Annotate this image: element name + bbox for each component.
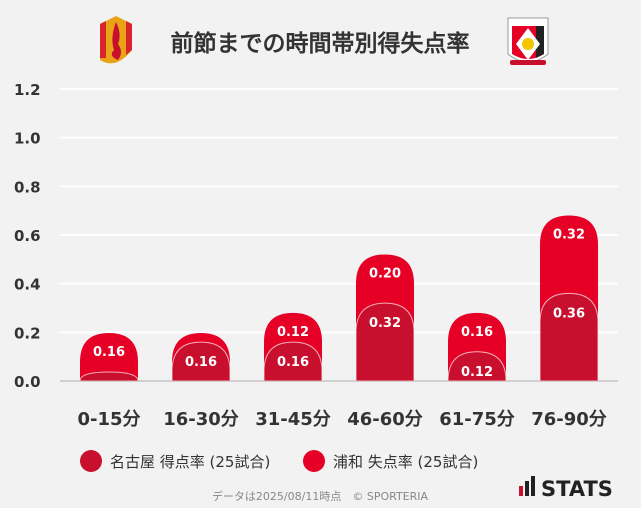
bar-nagoya-0-15分 xyxy=(80,371,138,381)
chart-title: 前節までの時間帯別得失点率 xyxy=(171,30,470,57)
y-tick-label: 0.2 xyxy=(14,324,41,342)
x-tick-label: 46-60分 xyxy=(347,409,423,430)
y-tick-label: 0.0 xyxy=(14,373,41,391)
bar-nagoya-46-60分 xyxy=(356,302,414,381)
stats-brand: STATS xyxy=(541,477,613,501)
bar-nagoya-16-30分 xyxy=(172,341,230,381)
bar-nagoya-61-75分 xyxy=(448,351,506,381)
x-tick-label: 76-90分 xyxy=(531,409,607,430)
y-tick-label: 1.2 xyxy=(14,81,41,99)
data-label-nagoya: 0.36 xyxy=(553,306,585,321)
stats-logo: STATS xyxy=(519,476,613,501)
data-label-nagoya: 0.32 xyxy=(369,316,401,331)
data-label-urawa: 0.32 xyxy=(553,228,585,243)
bar-nagoya-76-90分 xyxy=(540,292,598,381)
bar-nagoya-31-45分 xyxy=(264,341,322,381)
nagoya-logo xyxy=(100,16,132,64)
y-tick-label: 0.4 xyxy=(14,276,41,294)
y-tick-label: 0.6 xyxy=(14,227,41,245)
urawa-logo xyxy=(507,17,549,65)
bar-urawa-0-15分 xyxy=(80,333,138,381)
x-tick-label: 61-75分 xyxy=(439,409,515,430)
legend-marker-nagoya xyxy=(80,450,102,472)
data-label-urawa: 0.12 xyxy=(277,325,309,340)
y-tick-label: 1.0 xyxy=(14,130,41,148)
legend-label-urawa: 浦和 失点率 (25試合) xyxy=(333,453,478,471)
legend: 名古屋 得点率 (25試合) 浦和 失点率 (25試合) xyxy=(80,450,478,472)
data-label-nagoya: 0.16 xyxy=(277,355,309,370)
legend-label-nagoya: 名古屋 得点率 (25試合) xyxy=(110,453,270,471)
data-label-urawa: 0.16 xyxy=(461,325,493,340)
data-label-nagoya: 0.16 xyxy=(185,355,217,370)
source-note: データは2025/08/11時点 © SPORTERIA xyxy=(212,489,429,503)
data-label-urawa: 0.16 xyxy=(93,345,125,360)
y-tick-label: 0.8 xyxy=(14,178,41,196)
x-tick-label: 16-30分 xyxy=(163,409,239,430)
x-tick-label: 0-15分 xyxy=(77,409,140,430)
data-label-urawa: 0.20 xyxy=(369,266,401,281)
data-label-nagoya: 0.12 xyxy=(461,365,493,380)
x-tick-label: 31-45分 xyxy=(255,409,331,430)
legend-marker-urawa xyxy=(303,450,325,472)
